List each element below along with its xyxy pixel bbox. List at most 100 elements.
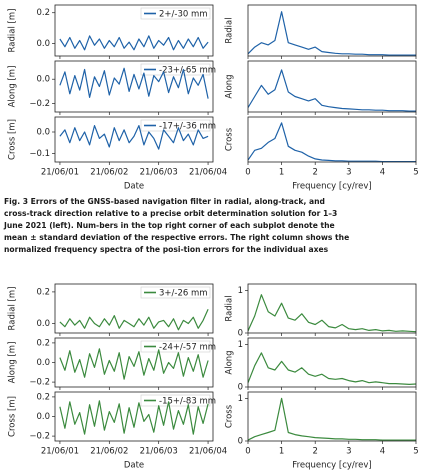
plot-area [248,397,416,441]
legend-label: 2+/-30 mm [159,10,208,20]
axes-frame [54,283,214,334]
legend-label: -17+/-36 mm [159,122,216,132]
x-tick-label: 21/06/03 [140,168,178,178]
y-tick-label: 0.0 [36,358,50,368]
axes-frame [54,391,214,442]
legend-label: -23+/-65 mm [159,66,216,76]
legend-label: 3+/-26 mm [159,289,208,299]
axes-frame [247,116,417,163]
y-tick-label: 0.2 [36,8,50,18]
y-axis-label: Along [225,74,235,98]
y-tick-label: 0.0 [36,39,50,49]
caption-line: normalized frequency spectra of the posi… [4,245,329,254]
x-tick-label: 5 [413,447,418,457]
legend-label: -15+/-83 mm [159,397,216,407]
plot-area [59,309,209,331]
legend-box [140,286,211,299]
legend-box [140,340,211,353]
y-axis-label: Cross [225,127,235,151]
plot-area [248,294,416,333]
caption: Fig. 3 Errors of the GNSS-based navigati… [4,196,428,256]
y-tick-label: 0 [238,437,243,447]
y-axis-label: Radial [m] [8,9,18,53]
legend-label: -24+/-57 mm [159,343,216,353]
y-axis-label: Along [m] [8,342,18,384]
data-line [248,294,416,333]
y-tick-label: −0.2 [29,378,50,388]
legend-box [140,7,211,20]
caption-line: cross-track direction relative to a prec… [4,209,338,218]
y-tick-label: 1 [238,394,243,404]
y-axis-label: Along [m] [8,66,18,108]
axes-frame [247,4,417,57]
plot-area [59,125,209,150]
x-axis-label: Frequency [cy/rev] [292,182,371,192]
data-line [248,397,416,441]
x-tick-label: 21/06/01 [41,168,79,178]
plot-area [248,11,416,56]
caption-line: mean ± standard deviation of the respect… [4,233,350,242]
x-tick-label: 2 [312,447,317,457]
axes-frame [54,60,214,113]
x-tick-label: 21/06/02 [90,447,128,457]
y-axis-label: Cross [225,404,235,428]
y-tick-label: 0.0 [36,412,50,422]
x-tick-label: 3 [346,168,351,178]
x-axis-label: Frequency [cy/rev] [292,461,371,471]
axes-frame [247,337,417,388]
y-tick-label: 0 [238,383,243,393]
x-tick-label: 3 [346,447,351,457]
data-line [59,125,209,150]
y-axis-label: Radial [225,17,235,43]
plot-area [59,348,209,380]
data-line [59,67,209,99]
x-tick-label: 21/06/02 [90,168,128,178]
plot-area [248,122,416,162]
x-axis-label: Date [124,461,144,471]
axes-frame [247,60,417,113]
plot-area [248,352,416,385]
y-tick-label: 0.0 [36,319,50,329]
x-axis-label: Date [124,182,144,192]
y-tick-label: 0.2 [36,338,50,348]
plot-area [59,400,209,435]
y-tick-label: 0.2 [36,392,50,402]
y-axis-label: Radial [m] [8,287,18,331]
data-line [248,11,416,56]
axes-frame [247,391,417,442]
axes-frame [54,4,214,57]
data-line [59,35,209,51]
axes-frame [54,337,214,388]
legend-box [140,119,211,132]
x-tick-label: 0 [245,168,250,178]
y-tick-label: 0.2 [36,287,50,297]
caption-line: June 2021 (left). Num-bers in the top ri… [4,221,335,230]
y-tick-label: 0.0 [36,128,50,138]
data-line [248,69,416,112]
x-tick-label: 1 [279,168,284,178]
caption-line: Fig. 3 Errors of the GNSS-based navigati… [4,197,325,206]
axes-frame [54,116,214,163]
y-tick-label: 1 [238,340,243,350]
axes-frame [247,283,417,334]
x-tick-label: 21/06/03 [140,447,178,457]
data-line [59,309,209,331]
y-tick-label: −0.2 [29,432,50,442]
x-tick-label: 0 [245,447,250,457]
y-axis-label: Cross [m] [8,119,18,160]
data-line [248,122,416,162]
x-tick-label: 5 [413,168,418,178]
x-tick-label: 21/06/04 [189,168,227,178]
data-line [248,352,416,385]
y-axis-label: Cross [m] [8,396,18,437]
legend-box [140,394,211,407]
x-tick-label: 21/06/04 [189,447,227,457]
plot-area [248,69,416,112]
x-tick-label: 4 [380,168,385,178]
y-axis-label: Radial [225,295,235,321]
y-axis-label: Along [225,350,235,374]
plot-area [59,35,209,51]
y-tick-label: 1 [238,286,243,296]
